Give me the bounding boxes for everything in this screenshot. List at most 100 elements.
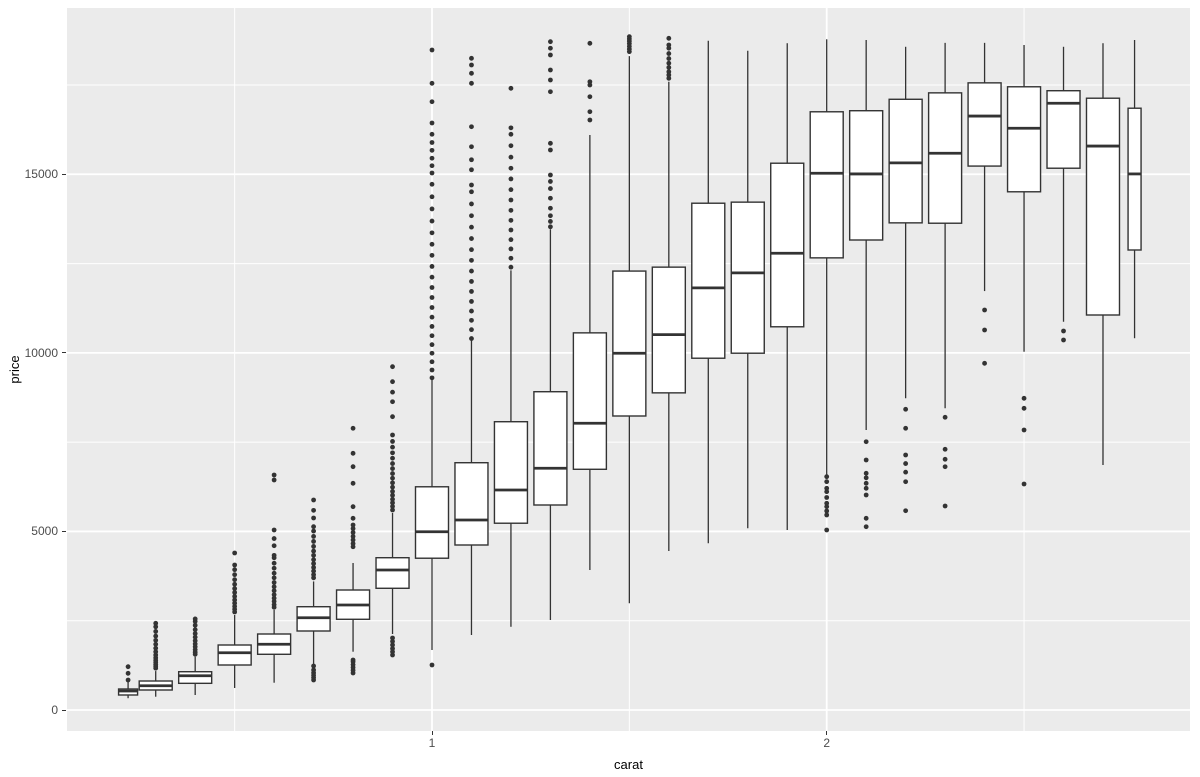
outlier-dot — [429, 314, 435, 320]
outlier-dot — [232, 562, 238, 568]
outlier-dot — [350, 526, 356, 531]
box-whisker-group — [809, 39, 844, 533]
outlier-dot — [548, 213, 553, 219]
outlier-dot — [390, 364, 395, 370]
outlier-dot — [429, 147, 435, 153]
outlier-dot — [863, 515, 869, 521]
outlier-dot — [311, 561, 316, 566]
outlier-dot — [429, 140, 435, 145]
outlier-dot — [824, 489, 830, 495]
box-whisker-group — [1085, 43, 1121, 465]
box-iqr — [691, 202, 726, 359]
outlier-dot — [863, 524, 869, 530]
box-whisker-group — [770, 43, 805, 530]
outlier-dot — [350, 522, 356, 528]
outlier-dot — [824, 474, 830, 480]
outlier-dot — [232, 577, 238, 583]
outlier-dot — [508, 85, 514, 91]
outlier-dot — [311, 572, 316, 578]
outlier-dot — [469, 279, 474, 284]
outlier-dot — [903, 406, 909, 412]
box-iqr — [612, 270, 647, 417]
outlier-dot — [232, 586, 238, 591]
outlier-dot — [350, 504, 356, 510]
outlier-dot — [232, 581, 238, 587]
outlier-dot — [429, 305, 435, 310]
outlier-dot — [824, 527, 830, 533]
outlier-dot — [469, 189, 474, 195]
outlier-dot — [350, 425, 356, 431]
outlier-dot — [824, 500, 830, 506]
x-tick-mark — [431, 731, 433, 735]
outlier-dot — [666, 56, 672, 61]
box-whisker-group — [177, 616, 213, 695]
box-whisker-group — [335, 425, 371, 676]
box-iqr — [809, 111, 844, 259]
outlier-dot — [548, 67, 553, 73]
outlier-dot — [824, 508, 830, 514]
outlier-dot — [587, 40, 593, 46]
y-tick-mark — [62, 352, 66, 354]
outlier-dot — [390, 646, 395, 651]
outlier-dot — [429, 230, 435, 236]
outlier-dot — [903, 425, 909, 431]
box-whisker-group — [730, 50, 765, 529]
outlier-dot — [587, 94, 593, 100]
outlier-dot — [982, 360, 987, 366]
outlier-dot — [429, 367, 435, 373]
outlier-dot — [469, 80, 474, 86]
box-whisker-group — [651, 35, 687, 551]
outlier-dot — [271, 575, 277, 581]
outlier-dot — [125, 664, 131, 670]
outlier-dot — [311, 515, 316, 521]
outlier-dot — [390, 439, 395, 444]
outlier-dot — [469, 157, 474, 163]
outlier-dot — [508, 143, 514, 149]
outlier-dot — [508, 125, 514, 131]
x-tick-label: 1 — [428, 736, 436, 750]
outlier-dot — [863, 470, 869, 476]
y-tick-label: 10000 — [24, 345, 58, 360]
outlier-dot — [429, 120, 435, 126]
outlier-dot — [469, 336, 474, 341]
outlier-dot — [390, 639, 395, 644]
outlier-dot — [508, 237, 514, 243]
outlier-dot — [153, 641, 159, 647]
outlier-dot — [666, 60, 672, 66]
outlier-dot — [390, 466, 395, 471]
outlier-dot — [390, 507, 395, 513]
outlier-dot — [192, 627, 198, 633]
outlier-dot — [666, 42, 672, 48]
outlier-dot — [311, 663, 316, 669]
outlier-dot — [429, 163, 435, 169]
box-iqr — [533, 391, 568, 506]
box-whisker-group — [927, 42, 963, 509]
outlier-dot — [311, 557, 316, 563]
box-whisker-group — [217, 550, 252, 688]
box-whisker-group — [138, 620, 173, 697]
outlier-dot — [125, 670, 131, 676]
outlier-dot — [469, 224, 474, 230]
box-whisker-group — [1006, 45, 1042, 487]
outlier-dot — [508, 264, 514, 270]
outlier-dot — [429, 99, 435, 105]
box-whisker-group — [691, 40, 726, 544]
outlier-dot — [271, 543, 277, 549]
outlier-dot — [311, 524, 316, 530]
outlier-dot — [1021, 405, 1027, 411]
outlier-dot — [350, 464, 356, 470]
outlier-dot — [390, 444, 395, 450]
outlier-dot — [469, 257, 474, 263]
outlier-dot — [508, 197, 514, 203]
outlier-dot — [824, 512, 830, 518]
outlier-dot — [311, 667, 316, 673]
outlier-dot — [271, 560, 277, 566]
outlier-dot — [469, 236, 474, 241]
outlier-dot — [192, 622, 198, 628]
outlier-dot — [429, 324, 435, 329]
outlier-dot — [508, 217, 514, 223]
box-iqr — [1085, 97, 1121, 316]
outlier-dot — [271, 536, 277, 541]
outlier-dot — [469, 289, 474, 294]
